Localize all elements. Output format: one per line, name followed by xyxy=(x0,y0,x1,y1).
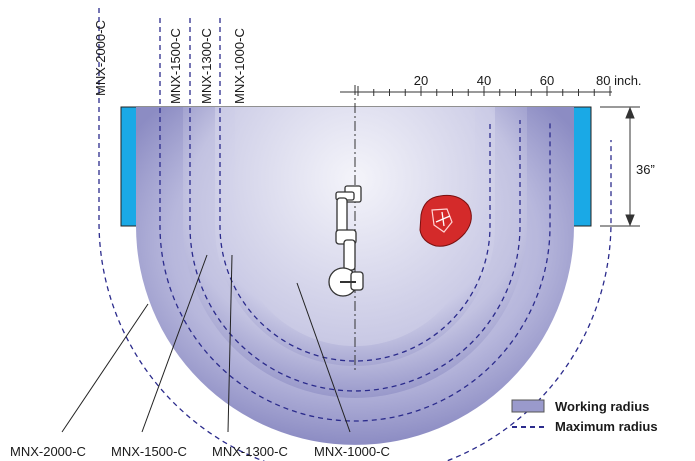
scale-tick-60: 60 xyxy=(540,73,554,88)
scale-tick-80: 80 inch. xyxy=(596,73,642,88)
workpiece xyxy=(419,194,472,247)
legend-working-label: Working radius xyxy=(555,399,649,414)
max-radius-mnx-1000-c xyxy=(219,18,491,362)
scale-tick-20: 20 xyxy=(414,73,428,88)
legend-maximum-label: Maximum radius xyxy=(555,419,658,434)
legend: Working radius Maximum radius xyxy=(511,399,658,434)
max-radius-mnx-1500-c xyxy=(159,18,551,422)
height-dimension-label: 36” xyxy=(636,162,655,177)
scale-ruler: 20 40 60 80 inch. xyxy=(340,73,642,96)
bottom-label-mnx-1500-c: MNX-1500-C xyxy=(111,444,187,459)
top-label-mnx-1300-c: MNX-1300-C xyxy=(199,28,214,104)
bottom-label-mnx-1000-c: MNX-1000-C xyxy=(314,444,390,459)
bottom-label-mnx-1300-c: MNX-1300-C xyxy=(212,444,288,459)
bottom-label-mnx-2000-c: MNX-2000-C xyxy=(10,444,86,459)
working-radius-mnx-1000-c xyxy=(235,107,475,346)
max-radius-mnx-2000-c xyxy=(98,8,612,461)
height-dimension xyxy=(600,106,640,227)
scale-tick-40: 40 xyxy=(477,73,491,88)
legend-working-swatch xyxy=(511,399,545,413)
top-label-mnx-2000-c: MNX-2000-C xyxy=(93,20,108,96)
max-radius-mnx-1300-c xyxy=(189,18,521,392)
top-label-mnx-1000-c: MNX-1000-C xyxy=(232,28,247,104)
top-label-mnx-1500-c: MNX-1500-C xyxy=(168,28,183,104)
leader-lines xyxy=(61,254,351,433)
maximum-radius-arcs xyxy=(98,8,612,461)
robot-arm xyxy=(328,185,364,297)
